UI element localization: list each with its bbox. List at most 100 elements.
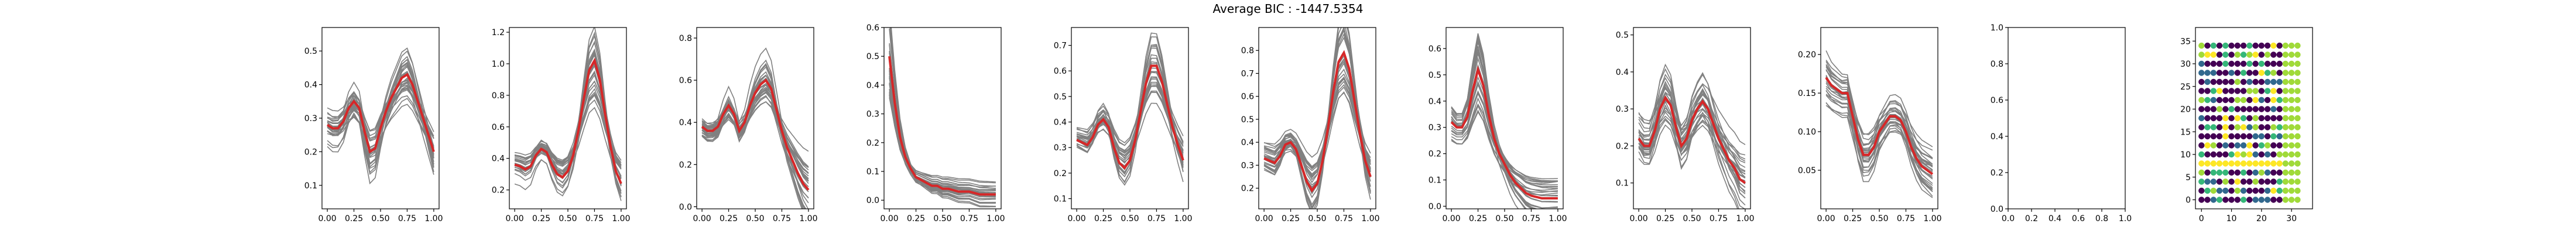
scatter-point (2240, 115, 2247, 122)
scatter-point (2264, 106, 2271, 112)
scatter-point (2216, 133, 2223, 140)
panel-4: 0.00 0.25 0.50 0.75 1.00 0.0 0.1 0.2 0.3 0.4 0.5 0.… (866, 23, 1005, 223)
scatter-point (2204, 88, 2211, 94)
scatter-point (2216, 78, 2223, 85)
scatter-point (2216, 70, 2223, 76)
scatter-point (2222, 178, 2229, 185)
scatter-point (2216, 197, 2223, 203)
plot-area (888, 27, 996, 208)
scatter-point (2198, 88, 2205, 94)
series-line (889, 91, 996, 191)
y-tick-label: 0.4 (1616, 68, 1629, 77)
y-tick-label: 0.7 (1241, 69, 1254, 78)
scatter-point (2210, 124, 2217, 130)
figure-title: Average BIC : -1447.5354 (1213, 2, 1364, 16)
scatter-point (2282, 142, 2289, 149)
scatter-point (2198, 151, 2205, 158)
scatter-point (2240, 187, 2247, 194)
scatter-point (2258, 142, 2265, 149)
mean-line (327, 73, 435, 154)
scatter-point (2270, 142, 2277, 149)
x-tick-label: 0.25 (532, 214, 550, 223)
y-tick-label: 0.2 (304, 147, 317, 157)
y-tick-label: 0.8 (1991, 60, 2003, 69)
scatter-point (2294, 51, 2301, 58)
scatter-point (2270, 88, 2277, 94)
scatter-point (2222, 106, 2229, 112)
scatter-point (2252, 106, 2259, 112)
panel-10: 0.0 0.2 0.4 0.6 0.8 1.0 0.0 0.2 0.4 0.6 0.8 1.0 (1991, 23, 2132, 223)
scatter-point (2252, 160, 2259, 167)
scatter-point (2258, 106, 2265, 112)
x-tick-label: 0.0 (2002, 214, 2015, 223)
x-tick-label: 1.00 (1923, 214, 1941, 223)
y-tick-label: 0.1 (1616, 179, 1629, 188)
plot-area (1450, 33, 1558, 209)
scatter-point (2276, 51, 2283, 58)
x-tick-label: 0.00 (881, 214, 899, 223)
scatter-point (2246, 78, 2253, 85)
series-line (1825, 74, 1933, 198)
scatter-point (2258, 115, 2265, 122)
series-line (701, 95, 809, 198)
scatter-point (2204, 160, 2211, 167)
x-tick-label: 0.25 (345, 214, 363, 223)
scatter-point (2210, 178, 2217, 185)
scatter-point (2210, 78, 2217, 85)
scatter-point (2252, 169, 2259, 176)
y-tick-label: 0.4 (1991, 132, 2003, 142)
y-tick-label: 0.3 (1429, 123, 1441, 133)
x-tick-label: 0.50 (371, 214, 389, 223)
scatter-point (2222, 124, 2229, 130)
y-tick-label: 1.0 (1991, 23, 2003, 33)
scatter-point (2210, 115, 2217, 122)
panel-1: 0.00 0.25 0.50 0.75 1.00 0.1 0.2 0.3 0.4 0.5 (304, 27, 443, 223)
scatter-point (2270, 151, 2277, 158)
x-tick-label: 1.00 (986, 214, 1005, 223)
x-tick-label: 0.2 (2025, 214, 2038, 223)
scatter-point (2204, 187, 2211, 194)
y-tick-label: 0.2 (1429, 150, 1441, 159)
scatter-point (2228, 88, 2235, 94)
x-tick-label: 20 (2256, 214, 2267, 223)
scatter-point (2246, 51, 2253, 58)
x-tick-label: 1.00 (1361, 214, 1379, 223)
scatter-point (2198, 70, 2205, 76)
series-line (889, 70, 996, 196)
scatter-point (2204, 178, 2211, 185)
scatter-point (2198, 106, 2205, 112)
scatter-point (2282, 88, 2289, 94)
scatter-point (2228, 51, 2235, 58)
scatter-point (2204, 106, 2211, 112)
scatter-point (2246, 124, 2253, 130)
scatter-point (2258, 169, 2265, 176)
scatter-point (2216, 169, 2223, 176)
x-tick-label: 30 (2286, 214, 2297, 223)
scatter-point (2252, 178, 2259, 185)
scatter-point (2282, 70, 2289, 76)
y-tick-label: 0.2 (679, 160, 692, 170)
scatter-point (2264, 70, 2271, 76)
scatter-point (2252, 78, 2259, 85)
panel-9: 0.00 0.25 0.50 0.75 1.00 0.05 0.10 0.15 0.20 (1798, 27, 1941, 223)
series-line (889, 57, 996, 197)
series-line (327, 85, 434, 175)
x-tick-label: 0.00 (1255, 214, 1273, 223)
scatter-point (2294, 106, 2301, 112)
x-tick-label: 0.25 (1282, 214, 1300, 223)
scatter-point (2228, 124, 2235, 130)
scatter-point (2246, 151, 2253, 158)
series-line (1451, 53, 1558, 208)
x-tick-label: 0.50 (1121, 214, 1139, 223)
scatter-point (2198, 178, 2205, 185)
scatter-point (2276, 133, 2283, 140)
scatter-point (2210, 142, 2217, 149)
scatter-point (2234, 97, 2241, 104)
y-tick-label: 0.2 (1991, 168, 2003, 178)
y-tick-label: 0.4 (1054, 118, 1067, 128)
scatter-point (2204, 133, 2211, 140)
scatter-point (2252, 197, 2259, 203)
scatter-point (2270, 97, 2277, 104)
mean-line (1076, 64, 1184, 170)
series-line (1638, 88, 1746, 168)
